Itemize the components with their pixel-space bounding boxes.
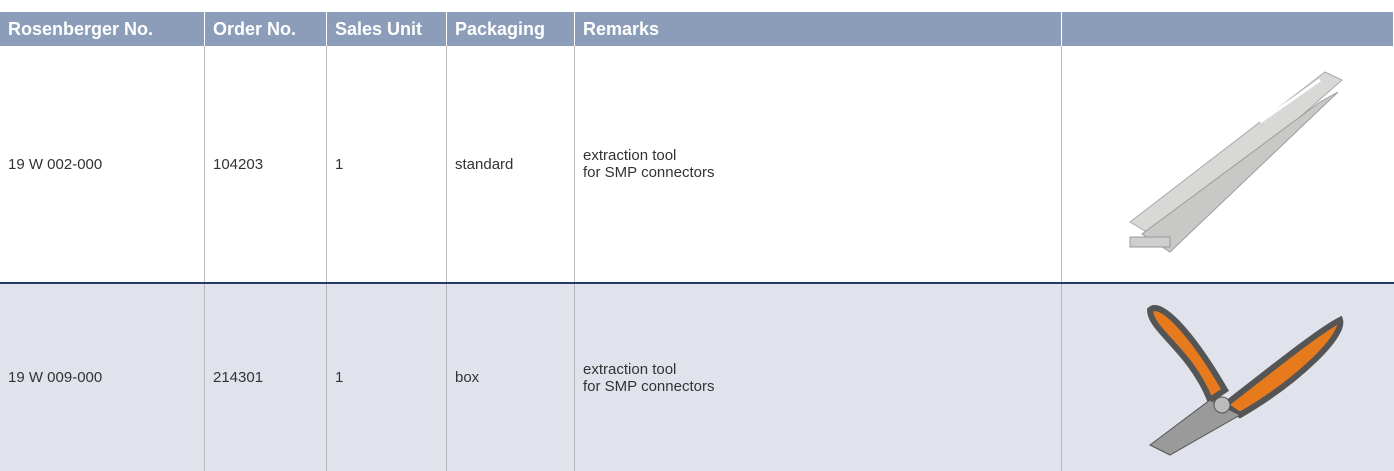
column-header [1062,12,1394,46]
pliers-image [1146,305,1344,456]
table-cell [1062,46,1394,282]
cell-text: 214301 [213,369,264,386]
column-header: Packaging [447,12,575,46]
row-separator [0,282,1394,284]
cell-text: standard [455,155,514,173]
table-cell: 104203 [205,46,327,282]
cell-text: 1 [335,155,344,173]
cell-text: 104203 [213,155,264,173]
cell-line: extraction tool [583,360,677,378]
cell-text: 1 [335,369,344,386]
cell-text: 19 W 002-000 [8,155,103,173]
table-cell: 1 [327,46,447,282]
cell-text: 19 W 009-000 [8,369,103,386]
cell-line: extraction tool [583,147,677,164]
column-header: Remarks [575,12,1062,46]
column-header: Rosenberger No. [0,12,205,46]
table-cell: 214301 [205,284,327,471]
table-cell: 1 [327,284,447,471]
table-cell: extraction tool for SMP connectors [575,284,1062,471]
tweezers-image [1129,71,1343,253]
table-cell [1062,284,1394,471]
table-cell: extraction tool for SMP connectors [575,46,1062,282]
table-cell: 19 W 002-000 [0,46,205,282]
cell-text: box [455,369,480,386]
column-header: Order No. [205,12,327,46]
table-cell: 19 W 009-000 [0,284,205,471]
cell-line: for SMP connectors [583,164,715,181]
cell-line: for SMP connectors [583,377,715,395]
table-cell: box [447,284,575,471]
column-header: Sales Unit [327,12,447,46]
table-cell: standard [447,46,575,282]
